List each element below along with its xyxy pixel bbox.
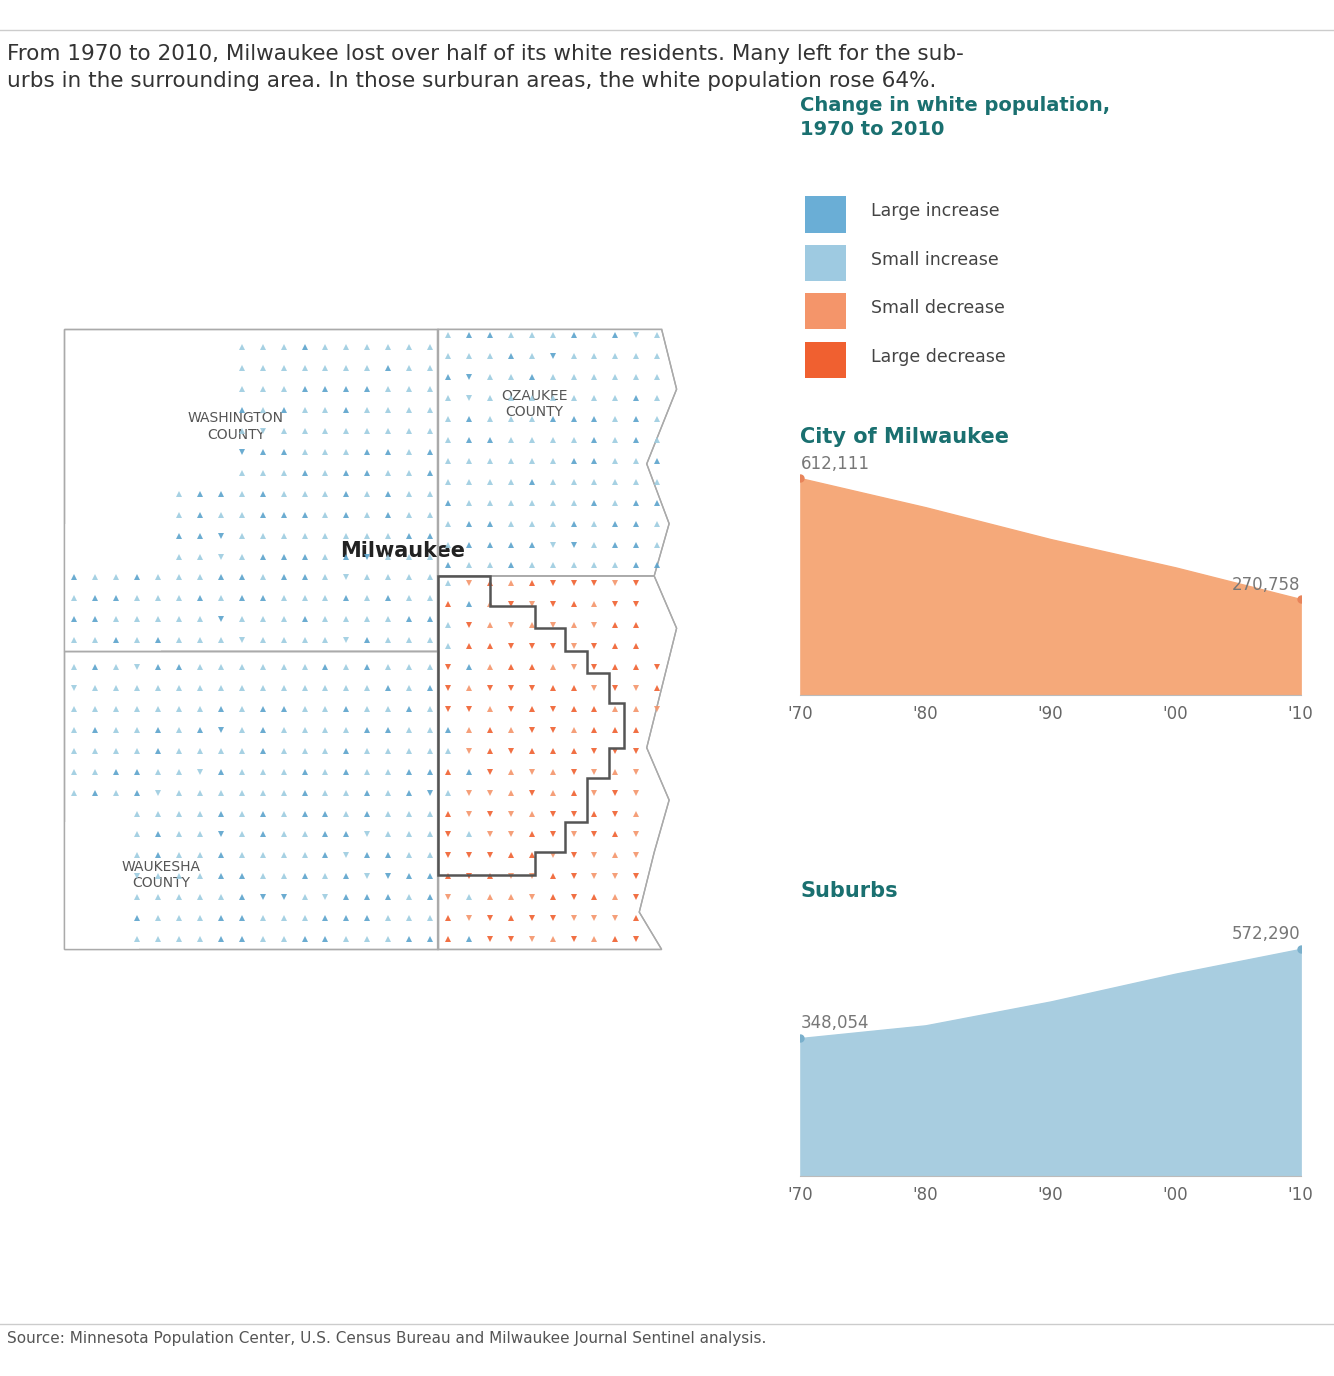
Bar [806, 245, 846, 281]
Text: Suburbs: Suburbs [800, 881, 898, 901]
Text: Change in white population,
1970 to 2010: Change in white population, 1970 to 2010 [800, 96, 1110, 139]
Text: Large decrease: Large decrease [871, 348, 1006, 366]
Text: 612,111: 612,111 [800, 455, 870, 473]
Polygon shape [438, 329, 676, 577]
Bar [806, 197, 846, 233]
Text: Milwaukee: Milwaukee [340, 541, 466, 561]
Bar [806, 341, 846, 378]
Text: OZAUKEE
COUNTY: OZAUKEE COUNTY [502, 389, 568, 420]
Polygon shape [64, 823, 139, 949]
Text: WAUKESHA
COUNTY: WAUKESHA COUNTY [121, 860, 200, 890]
Text: WASHINGTON
COUNTY: WASHINGTON COUNTY [188, 411, 284, 442]
Text: Large increase: Large increase [871, 202, 1000, 220]
Bar [806, 293, 846, 329]
Polygon shape [64, 524, 161, 651]
Text: Source: Minnesota Population Center, U.S. Census Bureau and Milwaukee Journal Se: Source: Minnesota Population Center, U.S… [7, 1331, 766, 1346]
Polygon shape [64, 329, 438, 651]
Polygon shape [438, 577, 676, 949]
Text: Small decrease: Small decrease [871, 299, 1006, 318]
Text: 572,290: 572,290 [1233, 925, 1301, 943]
Polygon shape [64, 651, 438, 949]
Text: From 1970 to 2010, Milwaukee lost over half of its white residents. Many left fo: From 1970 to 2010, Milwaukee lost over h… [7, 44, 963, 91]
Text: 348,054: 348,054 [800, 1014, 868, 1032]
Text: 270,758: 270,758 [1233, 575, 1301, 593]
Text: Small increase: Small increase [871, 250, 999, 268]
Text: City of Milwaukee: City of Milwaukee [800, 427, 1010, 447]
